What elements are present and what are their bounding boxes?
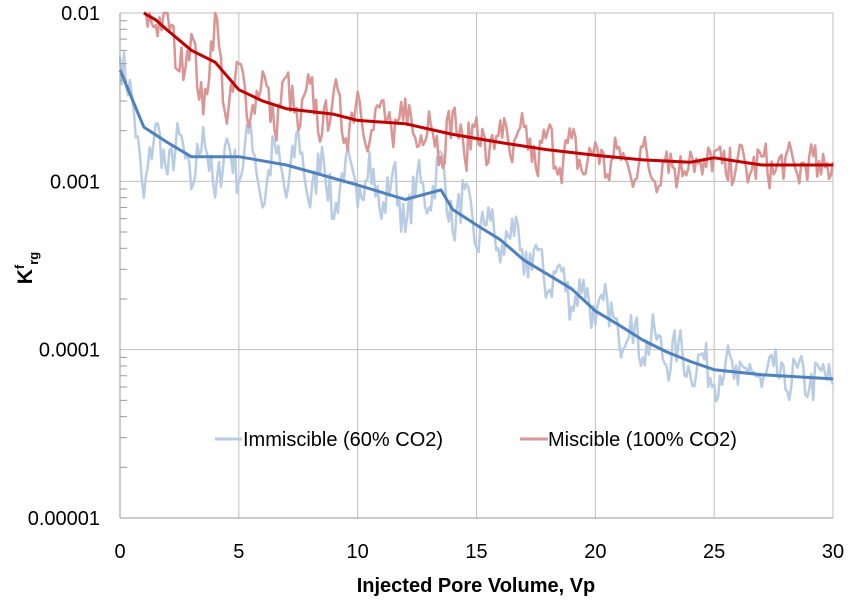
legend-label-immiscible: Immiscible (60% CO2)	[243, 429, 443, 451]
x-tick-label: 15	[465, 541, 487, 563]
x-tick-label: 25	[703, 541, 725, 563]
x-tick-label: 5	[233, 541, 244, 563]
x-tick-label: 20	[584, 541, 606, 563]
series-group	[118, 11, 835, 403]
tick-labels: 0 5 10 15 20 25 30 0.00001 0.0001 0.001 0.01	[28, 3, 844, 563]
y-tick-label: 0.001	[50, 171, 100, 193]
y-tick-label: 0.01	[61, 3, 100, 25]
smoothed-series-2	[118, 69, 834, 381]
axes	[119, 13, 833, 519]
y-tick-label: 0.00001	[28, 508, 100, 530]
x-tick-label: 0	[114, 541, 125, 563]
raw-series-1	[143, 11, 835, 194]
x-axis-label: Injected Pore Volume, Vp	[357, 575, 596, 597]
x-tick-label: 10	[347, 541, 369, 563]
legend: Immiscible (60% CO2) Miscible (100% CO2)	[215, 429, 737, 451]
raw-series-0	[118, 50, 835, 403]
y-tick-label: 0.0001	[39, 340, 100, 362]
y-axis-label: Kfrg	[12, 252, 41, 285]
smoothed-series-3	[143, 11, 833, 167]
x-tick-label: 30	[822, 541, 844, 563]
legend-label-miscible: Miscible (100% CO2)	[548, 429, 737, 451]
